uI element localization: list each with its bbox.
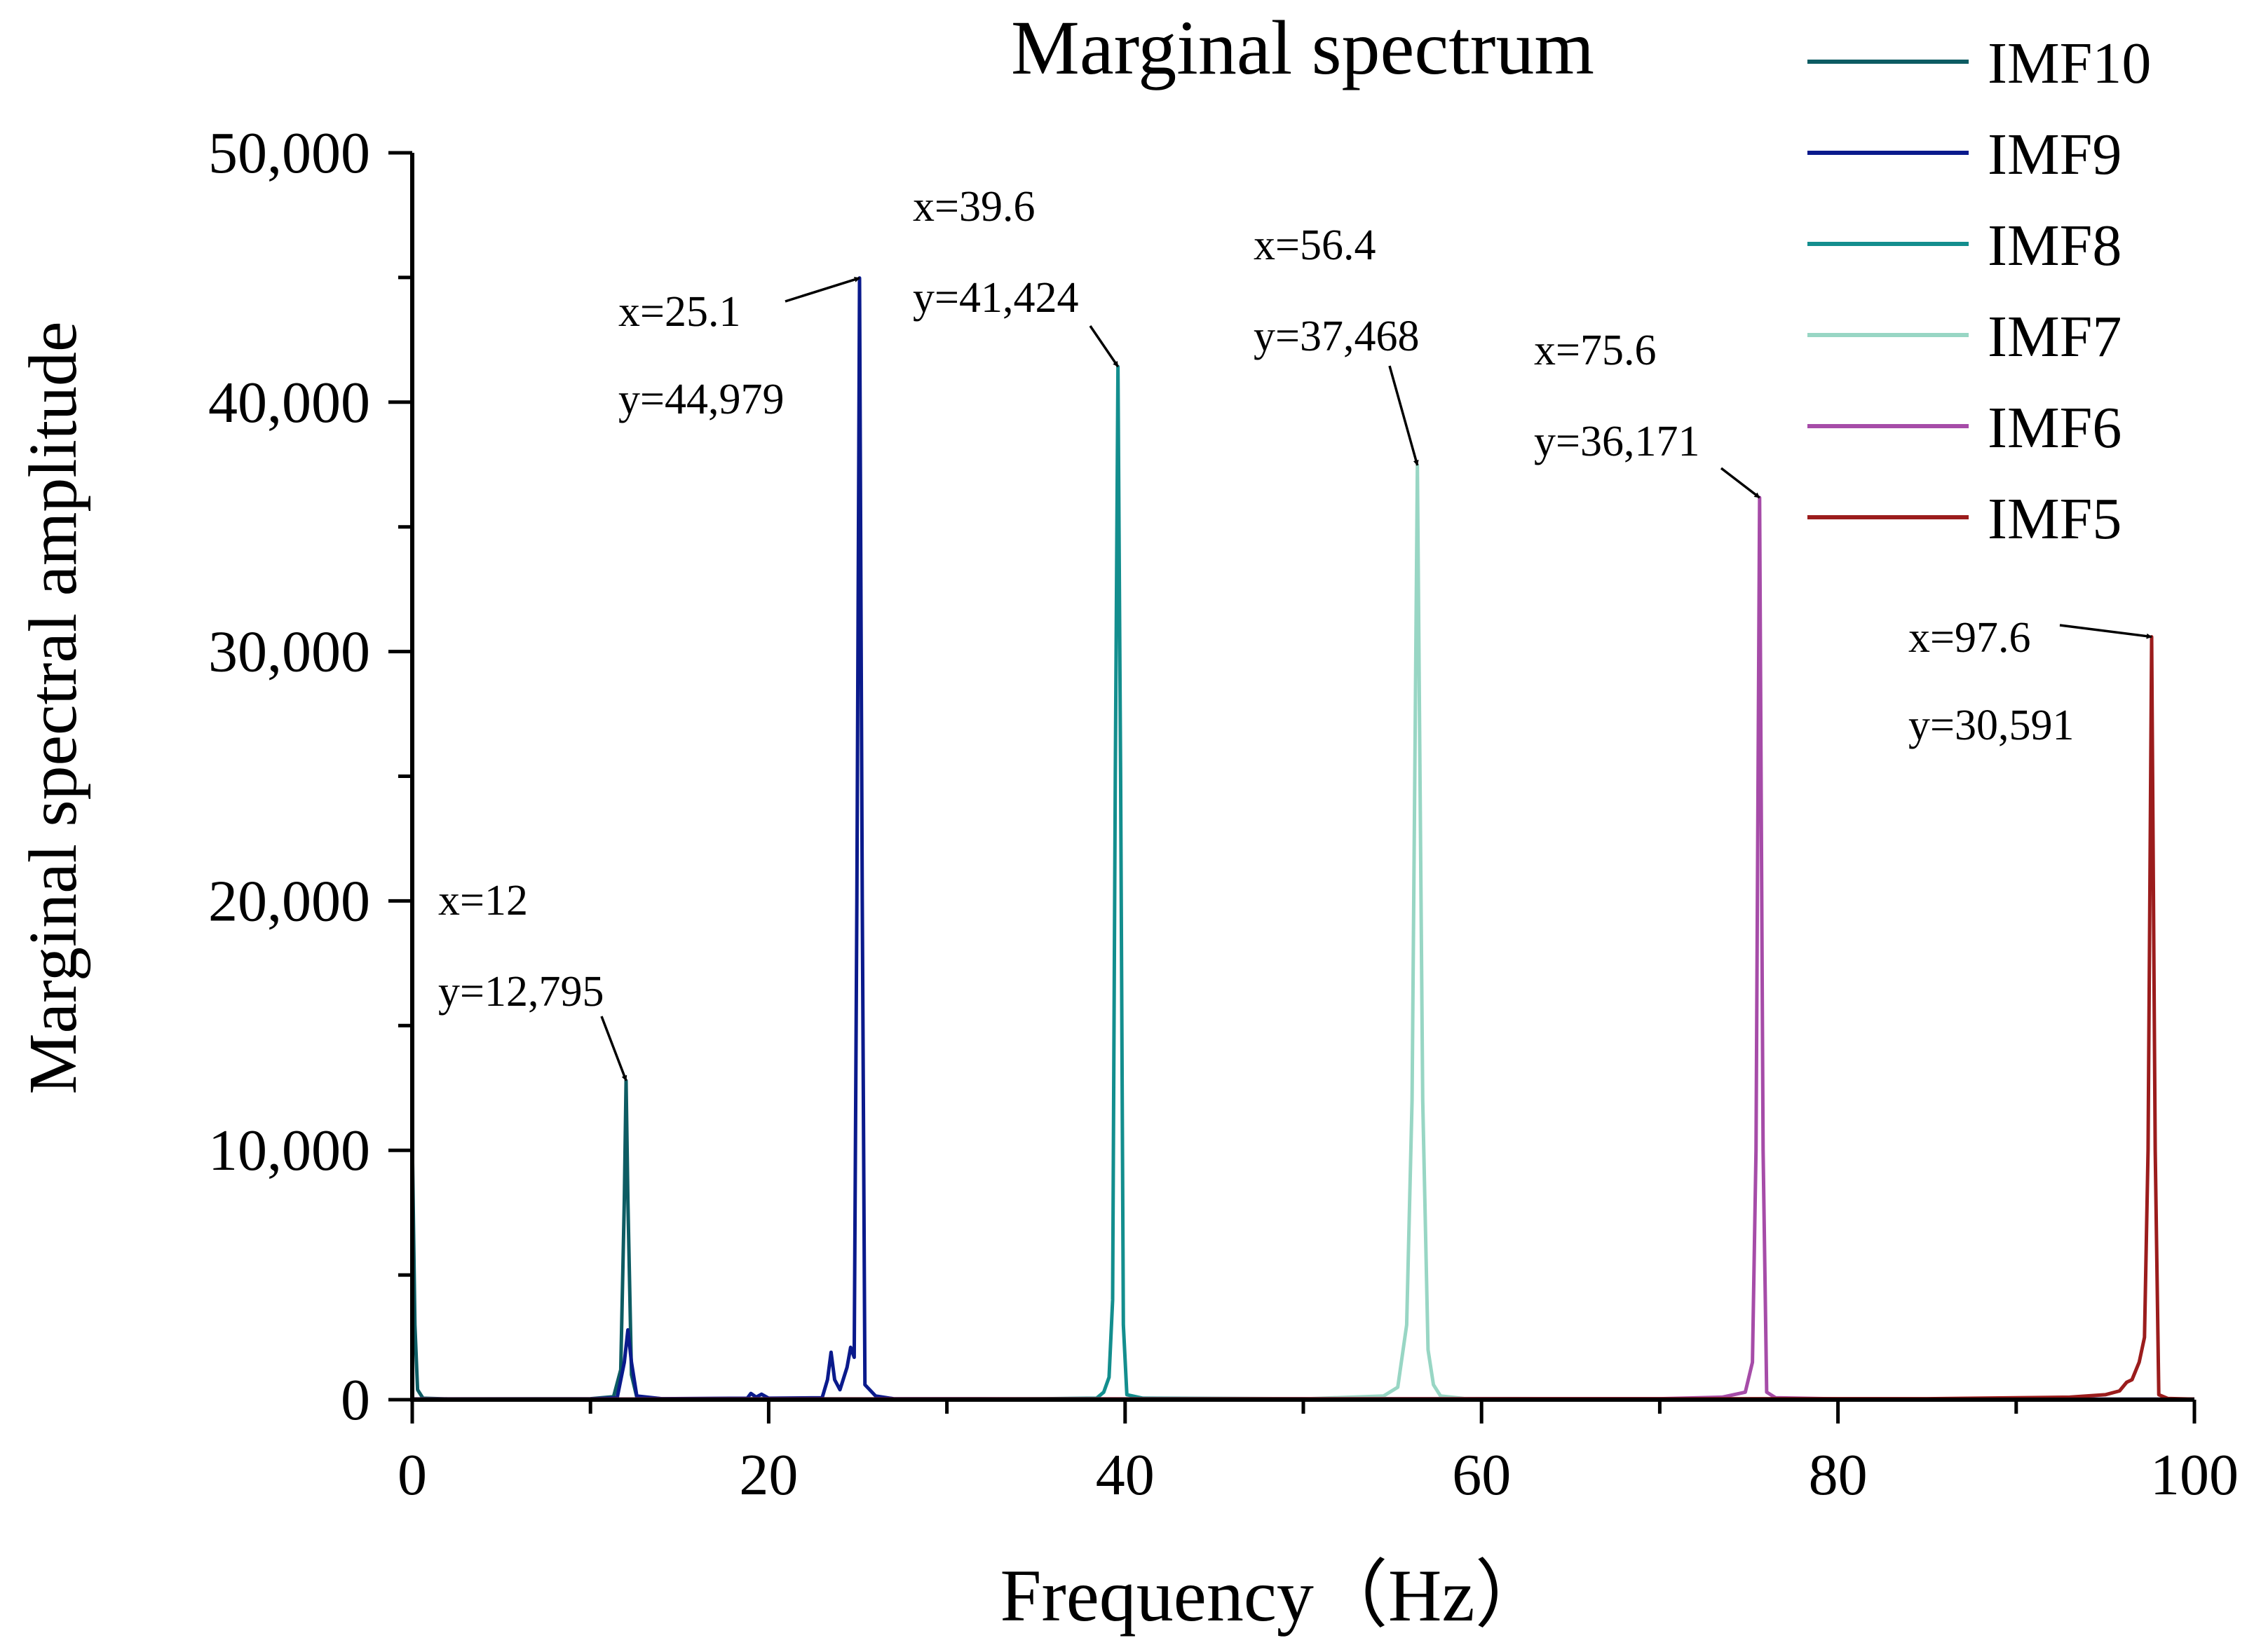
x-tick-label: 100 [2150,1442,2239,1508]
legend-label-imf6: IMF6 [1988,395,2121,460]
x-tick-label: 0 [398,1442,427,1508]
annotation-x-label: x=56.4 [1254,221,1376,269]
annotation-arrow [785,276,860,303]
x-tick-label: 20 [739,1442,798,1508]
annotation-y-label: y=44,979 [618,376,784,423]
series-layer [410,276,2195,1401]
chart-title: Marginal spectrum [1011,5,1594,90]
y-tick-label: 10,000 [208,1118,370,1183]
axes-layer: 0 20 40 60 80 100 0 10,000 20,000 30,000 40,000 50,… [208,121,2239,1508]
legend: IMF10 IMF9 IMF8 IMF7 IMF6 IMF5 [1807,31,2151,552]
y-tick-label: 30,000 [208,620,370,685]
annotation-x-label: x=39.6 [913,183,1035,231]
y-tick-label: 50,000 [208,121,370,186]
annotation-x-label: x=25.1 [618,288,740,336]
x-axis-label: Frequency（Hz） [1000,1555,1549,1637]
legend-label-imf7: IMF7 [1988,304,2121,369]
legend-label-imf10: IMF10 [1988,31,2151,96]
x-tick-label: 40 [1096,1442,1155,1508]
annotation-y-label: y=12,795 [438,968,604,1016]
x-tick-label: 60 [1452,1442,1511,1508]
annotation-y-label: y=30,591 [1908,702,2074,749]
legend-label-imf9: IMF9 [1988,122,2121,187]
annotation-x-label: x=97.6 [1908,614,2030,662]
legend-label-imf8: IMF8 [1988,213,2121,278]
annotation-x-label: x=75.6 [1534,327,1656,374]
annotation-y-label: y=41,424 [913,274,1078,322]
y-tick-label: 20,000 [208,868,370,934]
annotation-y-label: y=37,468 [1254,313,1419,360]
series-line-imf7 [412,463,2195,1401]
y-tick-label: 0 [341,1367,370,1433]
annotation-arrow [2059,624,2152,639]
series-line-imf8 [412,364,2195,1401]
annotation-layer: x=12 y=12,795 x=25.1 y=44,979 x=39.6 y=41,424… [438,183,2152,1081]
series-line-imf10 [410,1079,2195,1401]
y-tick-label: 40,000 [208,370,370,435]
annotation-x-label: x=12 [438,877,528,924]
annotation-arrow [1388,365,1419,466]
series-line-imf9 [412,276,2195,1401]
legend-label-imf5: IMF5 [1988,486,2121,552]
annotation-y-label: y=36,171 [1534,418,1699,465]
series-line-imf5 [412,635,2195,1401]
y-axis-label: Marginal spectral amplitude [15,321,91,1094]
x-tick-label: 80 [1809,1442,1868,1508]
annotation-arrow [1089,325,1120,368]
annotation-arrow [600,1016,627,1081]
annotation-arrow [1720,467,1760,499]
